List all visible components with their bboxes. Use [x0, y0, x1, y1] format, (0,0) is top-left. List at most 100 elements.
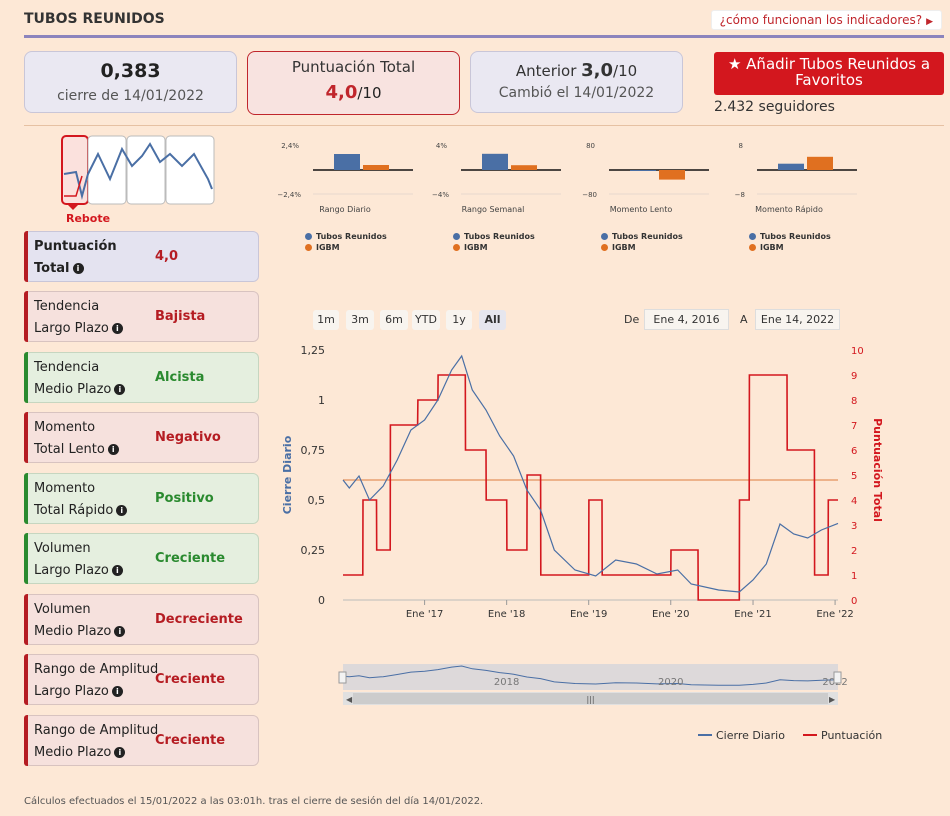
indicator-label-2-text: Total Rápido — [34, 503, 114, 518]
indicator-label-1: Volumen — [34, 541, 91, 556]
legend-dot — [453, 233, 460, 240]
indicator-0[interactable]: Puntuación Total i 4,0 — [24, 231, 259, 282]
caret-down-icon — [67, 204, 79, 210]
xtick-label: Ene '20 — [652, 609, 689, 620]
range-1y-button[interactable]: 1y — [446, 310, 472, 330]
mini-chart-title: Rango Semanal — [461, 205, 525, 214]
indicator-label-1: Momento — [34, 420, 96, 435]
legend-index-label: IGBM — [316, 243, 340, 252]
price-score-chart: 0 0,25 0,5 0,75 1 1,25 0 1 2 3 4 5 6 7 8 9 10 Cierre Diar… — [281, 344, 884, 742]
legend-dot — [305, 233, 312, 240]
bar-index — [807, 156, 833, 170]
indicator-label-2-text: Total — [34, 261, 70, 276]
ytick-label: 0,5 — [308, 494, 326, 507]
legend-stock-label: Tubos Reunidos — [760, 232, 831, 241]
indicator-label-2: Largo Plazo i — [34, 563, 123, 578]
indicator-bar — [24, 715, 28, 766]
pattern-chart — [61, 135, 215, 210]
date-from-input[interactable]: Ene 4, 2016 — [644, 309, 729, 330]
legend-price-label[interactable]: Cierre Diario — [716, 729, 785, 742]
indicator-1[interactable]: Tendencia Largo Plazo i Bajista — [24, 291, 259, 342]
page-title: TUBOS REUNIDOS — [24, 11, 165, 27]
range-3m-button[interactable]: 3m — [346, 310, 374, 330]
indicator-7[interactable]: Rango de Amplitud Largo Plazo i Creciente — [24, 654, 259, 705]
followers-count: 2.432 seguidores — [714, 99, 835, 115]
legend-stock-label: Tubos Reunidos — [464, 232, 535, 241]
indicator-bar — [24, 352, 28, 403]
navigator-window[interactable] — [343, 664, 838, 690]
range-1m-button[interactable]: 1m — [313, 310, 339, 330]
mini-chart-fast-momentum: 8 −8 Momento Rápido Tubos Reunidos IGBM — [719, 134, 859, 254]
indicator-2[interactable]: Tendencia Medio Plazo i Alcista — [24, 352, 259, 403]
navigator-handle-left[interactable] — [338, 671, 347, 684]
bar-stock — [778, 163, 804, 170]
previous-line: Anterior 3,0/10 — [471, 60, 682, 81]
ytick-label: −80 — [582, 191, 597, 199]
ytick-label: 0,25 — [301, 544, 326, 557]
indicator-label-1: Rango de Amplitud — [34, 662, 159, 677]
legend-stock-label: Tubos Reunidos — [316, 232, 387, 241]
info-icon[interactable]: i — [72, 263, 84, 274]
y-axis-title: Cierre Diario — [281, 435, 294, 514]
scroll-right-icon[interactable]: ▶ — [829, 695, 836, 704]
y2tick-label: 2 — [851, 546, 857, 557]
star-icon: ★ — [727, 55, 742, 73]
info-icon[interactable]: i — [111, 565, 123, 576]
indicator-label-1: Tendencia — [34, 299, 100, 314]
add-favorites-button[interactable]: ★ Añadir Tubos Reunidos a Favoritos — [714, 52, 944, 95]
indicator-4[interactable]: Momento Total Rápido i Positivo — [24, 473, 259, 524]
info-icon[interactable]: i — [114, 626, 126, 637]
legend-dot — [453, 244, 460, 251]
indicator-3[interactable]: Momento Total Lento i Negativo — [24, 412, 259, 463]
mini-chart-title: Rango Diario — [319, 205, 371, 214]
indicator-value: Decreciente — [155, 612, 243, 627]
scroll-left-icon[interactable]: ◀ — [346, 695, 353, 704]
legend-stock: Tubos Reunidos — [749, 232, 831, 241]
indicator-label-1: Volumen — [34, 602, 91, 617]
indicator-label-1: Momento — [34, 481, 96, 496]
mini-chart-svg: 4% −4% — [432, 142, 561, 199]
ytick-label: 8 — [739, 142, 743, 150]
info-icon[interactable]: i — [111, 686, 123, 697]
ytick-label: 80 — [586, 142, 595, 150]
date-to-label: A — [740, 313, 748, 326]
footer-note: Cálculos efectuados el 15/01/2022 a las … — [24, 796, 484, 807]
mini-chart-daily-range: 2,4% −2,4% Rango Diario Tubos Reunidos IGBM — [275, 134, 415, 254]
date-to-input[interactable]: Ene 14, 2022 — [755, 309, 840, 330]
indicator-label-1: Tendencia — [34, 360, 100, 375]
info-icon[interactable]: i — [114, 747, 126, 758]
y2tick-label: 9 — [851, 371, 857, 382]
indicator-bar — [24, 533, 28, 584]
how-indicators-link[interactable]: ¿cómo funcionan los indicadores? ▶ — [710, 10, 942, 30]
range-all-button[interactable]: All — [479, 310, 506, 330]
legend-stock: Tubos Reunidos — [305, 232, 387, 241]
navigator-tick-label: 2018 — [494, 677, 519, 688]
info-icon[interactable]: i — [116, 505, 128, 516]
indicator-8[interactable]: Rango de Amplitud Medio Plazo i Creciente — [24, 715, 259, 766]
mini-chart-slow-momentum: 80 −80 Momento Lento Tubos Reunidos IGBM — [571, 134, 711, 254]
indicator-label-2-text: Largo Plazo — [34, 563, 109, 578]
score-series-line — [343, 374, 838, 601]
indicator-6[interactable]: Volumen Medio Plazo i Decreciente — [24, 594, 259, 645]
info-icon[interactable]: i — [114, 384, 126, 395]
legend-score-label[interactable]: Puntuación — [821, 729, 882, 742]
navigator-scrollbar-thumb[interactable] — [353, 693, 828, 704]
indicator-label-1: Rango de Amplitud — [34, 723, 159, 738]
y2tick-label: 8 — [851, 396, 857, 407]
ytick-label: −2,4% — [277, 191, 301, 199]
range-ytd-button[interactable]: YTD — [412, 310, 440, 330]
pattern-frame-4 — [165, 135, 215, 205]
info-icon[interactable]: i — [107, 444, 119, 455]
indicator-bar — [24, 291, 28, 342]
bar-stock — [630, 170, 656, 171]
bar-stock — [334, 154, 360, 170]
y2tick-label: 3 — [851, 521, 857, 532]
range-6m-button[interactable]: 6m — [380, 310, 408, 330]
navigator-handle-right[interactable] — [833, 671, 842, 684]
previous-value: 3,0 — [581, 60, 614, 81]
score-card: Puntuación Total 4,0/10 — [247, 51, 460, 115]
info-icon[interactable]: i — [111, 323, 123, 334]
legend-index-label: IGBM — [760, 243, 784, 252]
bar-index — [511, 165, 537, 170]
indicator-5[interactable]: Volumen Largo Plazo i Creciente — [24, 533, 259, 584]
